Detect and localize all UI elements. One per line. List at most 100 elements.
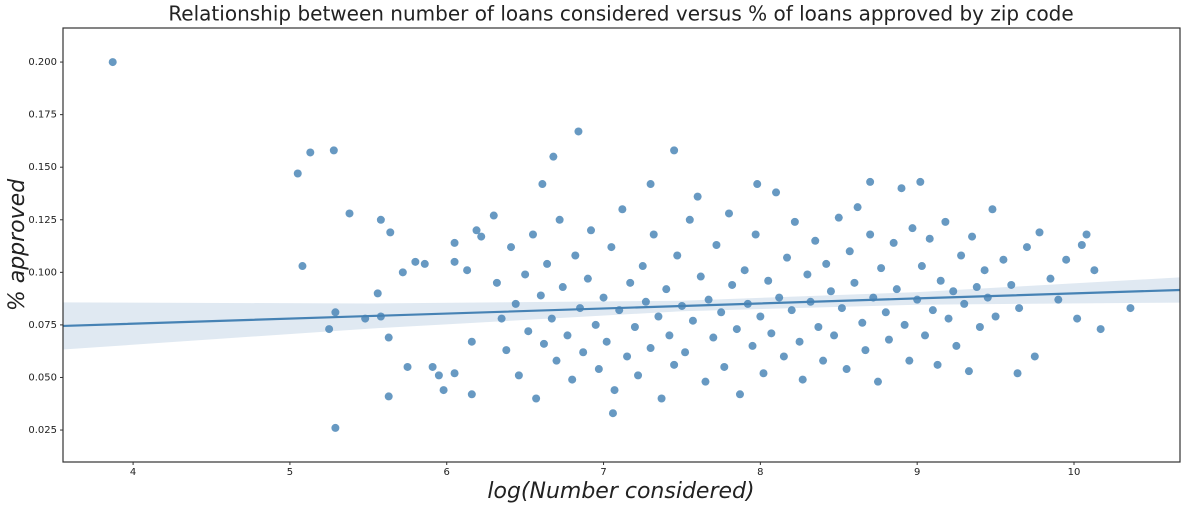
data-point xyxy=(1062,255,1071,264)
data-point xyxy=(528,230,537,239)
data-point xyxy=(1077,241,1086,249)
x-tick-label: 10 xyxy=(1068,467,1081,478)
data-point xyxy=(558,283,567,292)
data-point xyxy=(386,228,395,237)
data-point xyxy=(968,232,977,241)
data-point xyxy=(826,287,835,296)
data-point xyxy=(834,213,843,222)
data-point xyxy=(783,253,792,262)
data-point xyxy=(608,409,617,418)
data-point xyxy=(866,177,875,186)
y-tick-label: 0.050 xyxy=(28,372,57,383)
data-point xyxy=(502,346,511,355)
x-tick-label: 9 xyxy=(914,467,920,478)
data-point xyxy=(850,278,859,287)
data-point xyxy=(811,236,820,245)
data-point xyxy=(630,323,639,332)
data-point xyxy=(411,257,420,266)
data-point xyxy=(467,390,476,399)
data-point xyxy=(602,337,611,346)
x-axis-label: log(Number considered) xyxy=(487,479,754,504)
data-point xyxy=(1082,230,1091,239)
data-point xyxy=(787,306,796,315)
data-point xyxy=(681,348,690,357)
data-point xyxy=(845,247,854,256)
data-point xyxy=(877,264,886,273)
data-point xyxy=(298,262,307,271)
data-point xyxy=(384,392,393,401)
data-point xyxy=(549,152,558,161)
data-point xyxy=(623,352,632,361)
data-point xyxy=(492,278,501,287)
data-point xyxy=(972,283,981,292)
data-point xyxy=(913,295,922,304)
data-point xyxy=(1046,274,1055,283)
data-point xyxy=(712,241,721,249)
x-tick-label: 5 xyxy=(287,467,293,478)
data-point xyxy=(980,266,989,275)
data-point xyxy=(685,215,694,224)
data-point xyxy=(704,295,713,304)
data-point xyxy=(1073,314,1082,323)
data-point xyxy=(450,369,459,378)
data-point xyxy=(345,209,354,218)
data-point xyxy=(751,230,760,239)
data-point xyxy=(999,255,1008,264)
data-point xyxy=(571,251,580,260)
data-point xyxy=(900,320,909,329)
data-point xyxy=(1096,325,1105,334)
data-point xyxy=(594,365,603,374)
data-point xyxy=(665,331,674,340)
data-point xyxy=(532,394,541,403)
y-tick-label: 0.150 xyxy=(28,162,57,173)
data-point xyxy=(568,375,577,384)
data-point xyxy=(403,362,412,371)
data-point xyxy=(543,259,552,268)
data-point xyxy=(798,375,807,384)
data-point xyxy=(814,323,823,332)
data-point xyxy=(709,333,718,342)
data-point xyxy=(1054,295,1063,304)
data-point xyxy=(536,291,545,300)
data-point xyxy=(583,274,592,283)
y-tick-label: 0.175 xyxy=(28,110,57,121)
data-point xyxy=(861,346,870,355)
data-point xyxy=(884,335,893,344)
data-point xyxy=(941,217,950,226)
data-point xyxy=(830,331,839,340)
data-point xyxy=(858,318,867,327)
data-point xyxy=(753,180,762,189)
data-point xyxy=(373,289,382,298)
data-point xyxy=(654,312,663,321)
data-point xyxy=(524,327,533,336)
y-tick-label: 0.025 xyxy=(28,425,57,436)
data-point xyxy=(735,390,744,399)
regression-line xyxy=(62,288,1181,328)
data-point xyxy=(764,276,773,285)
x-tick-label: 6 xyxy=(444,467,450,478)
data-point xyxy=(936,276,945,285)
data-point xyxy=(662,285,671,294)
data-point xyxy=(790,217,799,226)
data-point xyxy=(376,215,385,224)
data-point xyxy=(1126,304,1135,313)
data-point xyxy=(591,320,600,329)
data-point xyxy=(1030,352,1039,361)
data-point xyxy=(717,308,726,317)
chart-title: Relationship between number of loans con… xyxy=(168,2,1073,26)
plot-frame xyxy=(62,27,1181,463)
data-point xyxy=(649,230,658,239)
data-point xyxy=(306,148,315,157)
data-point xyxy=(756,312,765,321)
data-point xyxy=(988,205,997,214)
data-point xyxy=(555,215,564,224)
data-point xyxy=(489,211,498,220)
data-point xyxy=(975,323,984,332)
data-point xyxy=(779,352,788,361)
data-point xyxy=(547,314,556,323)
data-point xyxy=(641,297,650,306)
data-point xyxy=(552,356,561,365)
data-point xyxy=(450,238,459,247)
